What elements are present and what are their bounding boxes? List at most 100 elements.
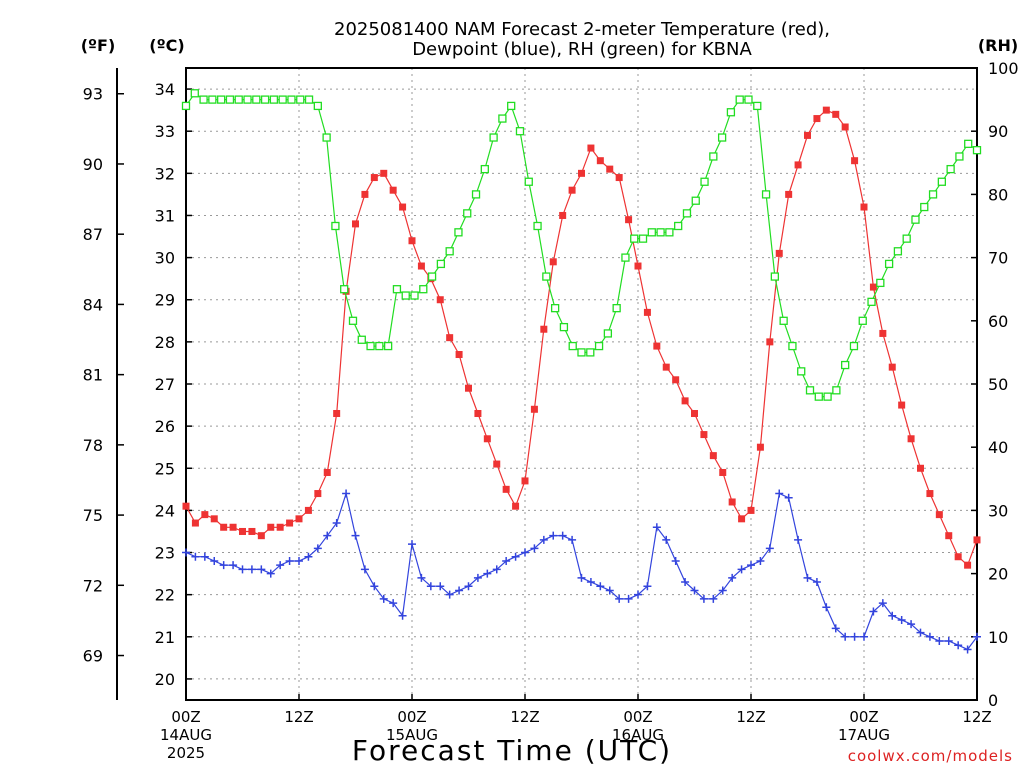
dewpoint-point-3 — [210, 556, 219, 565]
dewpoint-point-56 — [709, 594, 718, 603]
temperature-point-18 — [352, 220, 359, 228]
temperature-point-32 — [483, 435, 491, 443]
dewpoint-point-72 — [860, 632, 868, 641]
temperature-point-59 — [738, 515, 746, 523]
rh-point-66 — [761, 190, 771, 199]
celsius-tick-label-6: 26 — [155, 417, 175, 436]
dewpoint-point-67 — [812, 578, 821, 587]
rh-point-32 — [463, 209, 472, 218]
rh-point-62 — [726, 108, 736, 117]
fahrenheit-tick-label-2: 75 — [83, 506, 103, 525]
rh-point-70 — [797, 367, 806, 376]
rh-point-0 — [181, 101, 191, 111]
time-tick-label-4-0: 00Z — [623, 708, 652, 726]
rh-point-2 — [199, 95, 208, 104]
rh-tick-label-3: 30 — [988, 501, 1008, 520]
rh-point-89 — [964, 139, 973, 148]
temperature-point-50 — [653, 342, 661, 350]
temperature-point-54 — [691, 409, 698, 417]
temperature-point-76 — [898, 401, 906, 409]
rh-point-10 — [269, 95, 279, 104]
rh-point-34 — [480, 164, 489, 174]
celsius-tick-label-7: 27 — [155, 375, 175, 394]
rh-point-36 — [498, 114, 507, 123]
temperature-point-65 — [794, 161, 802, 169]
rh-point-7 — [243, 95, 252, 104]
temperature-point-11 — [286, 519, 294, 527]
rh-point-48 — [603, 329, 613, 338]
rh-point-69 — [788, 341, 797, 351]
temperature-point-20 — [370, 174, 378, 182]
rh-tick-label-1: 10 — [988, 628, 1008, 647]
temperature-point-15 — [323, 468, 331, 476]
dewpoint-point-71 — [850, 632, 859, 641]
dewpoint-point-37 — [530, 544, 539, 553]
dewpoint-point-26 — [426, 582, 435, 591]
rh-tick-label-4: 40 — [988, 438, 1008, 457]
dewpoint-point-68 — [822, 603, 831, 612]
rh-point-17 — [331, 221, 340, 231]
temperature-point-82 — [954, 553, 962, 561]
rh-point-87 — [946, 164, 955, 174]
rh-point-54 — [656, 228, 665, 237]
series-layer — [181, 89, 982, 654]
dewpoint-point-36 — [521, 548, 529, 557]
celsius-tick-label-11: 31 — [155, 206, 175, 225]
rh-point-51 — [630, 234, 639, 243]
temperature-point-67 — [813, 115, 821, 123]
rh-tick-label-0: 0 — [988, 691, 998, 710]
dewpoint-point-12 — [295, 556, 303, 565]
dewpoint-point-78 — [916, 628, 925, 637]
celsius-tick-label-0: 20 — [155, 670, 175, 689]
dewpoint-point-52 — [671, 556, 680, 565]
rh-point-5 — [225, 95, 235, 104]
rh-unit-label: (RH) — [978, 36, 1018, 55]
dewpoint-point-19 — [360, 565, 369, 574]
dewpoint-point-7 — [247, 565, 256, 574]
temperature-series — [182, 106, 981, 569]
dewpoint-point-62 — [765, 544, 774, 553]
dewpoint-point-20 — [370, 582, 379, 591]
temperature-point-38 — [540, 325, 548, 333]
rh-point-45 — [577, 348, 586, 357]
temperature-point-13 — [304, 506, 312, 514]
temperature-point-37 — [530, 405, 538, 413]
rh-point-44 — [568, 341, 577, 351]
chart-title-line2: Dewpoint (blue), RH (green) for KBNA — [412, 39, 752, 60]
rh-point-28 — [427, 272, 437, 281]
fahrenheit-tick-label-3: 78 — [83, 436, 103, 455]
temperature-point-45 — [606, 165, 614, 173]
temperature-point-39 — [549, 258, 557, 266]
temperature-point-57 — [719, 468, 727, 476]
dewpoint-point-24 — [408, 540, 416, 549]
temperature-point-33 — [493, 460, 501, 468]
dewpoint-point-60 — [747, 561, 755, 570]
dewpoint-point-6 — [238, 565, 247, 574]
rh-point-82 — [902, 234, 911, 243]
rh-point-72 — [814, 392, 823, 401]
rh-point-49 — [612, 304, 621, 313]
temperature-point-71 — [851, 157, 859, 165]
temperature-point-30 — [465, 384, 472, 392]
dewpoint-point-47 — [624, 594, 633, 603]
temperature-point-19 — [361, 190, 369, 198]
dewpoint-point-59 — [737, 565, 746, 574]
temperature-point-3 — [210, 515, 218, 523]
dewpoint-point-63 — [775, 489, 784, 498]
rh-point-64 — [744, 95, 753, 104]
dewpoint-point-79 — [925, 632, 934, 641]
dewpoint-point-45 — [605, 586, 614, 595]
dewpoint-point-14 — [313, 544, 322, 553]
dewpoint-point-69 — [831, 624, 840, 633]
temperature-point-75 — [888, 363, 896, 371]
celsius-tick-label-10: 30 — [155, 249, 175, 268]
dewpoint-point-81 — [944, 637, 953, 646]
temperature-point-14 — [314, 490, 322, 498]
dewpoint-point-22 — [389, 599, 398, 608]
dewpoint-point-43 — [586, 578, 595, 587]
celsius-tick-label-1: 21 — [155, 628, 175, 647]
rh-point-4 — [217, 95, 226, 104]
dewpoint-point-1 — [191, 552, 200, 561]
dewpoint-point-80 — [935, 637, 944, 646]
time-tick-label-0-2: 2025 — [167, 744, 205, 762]
